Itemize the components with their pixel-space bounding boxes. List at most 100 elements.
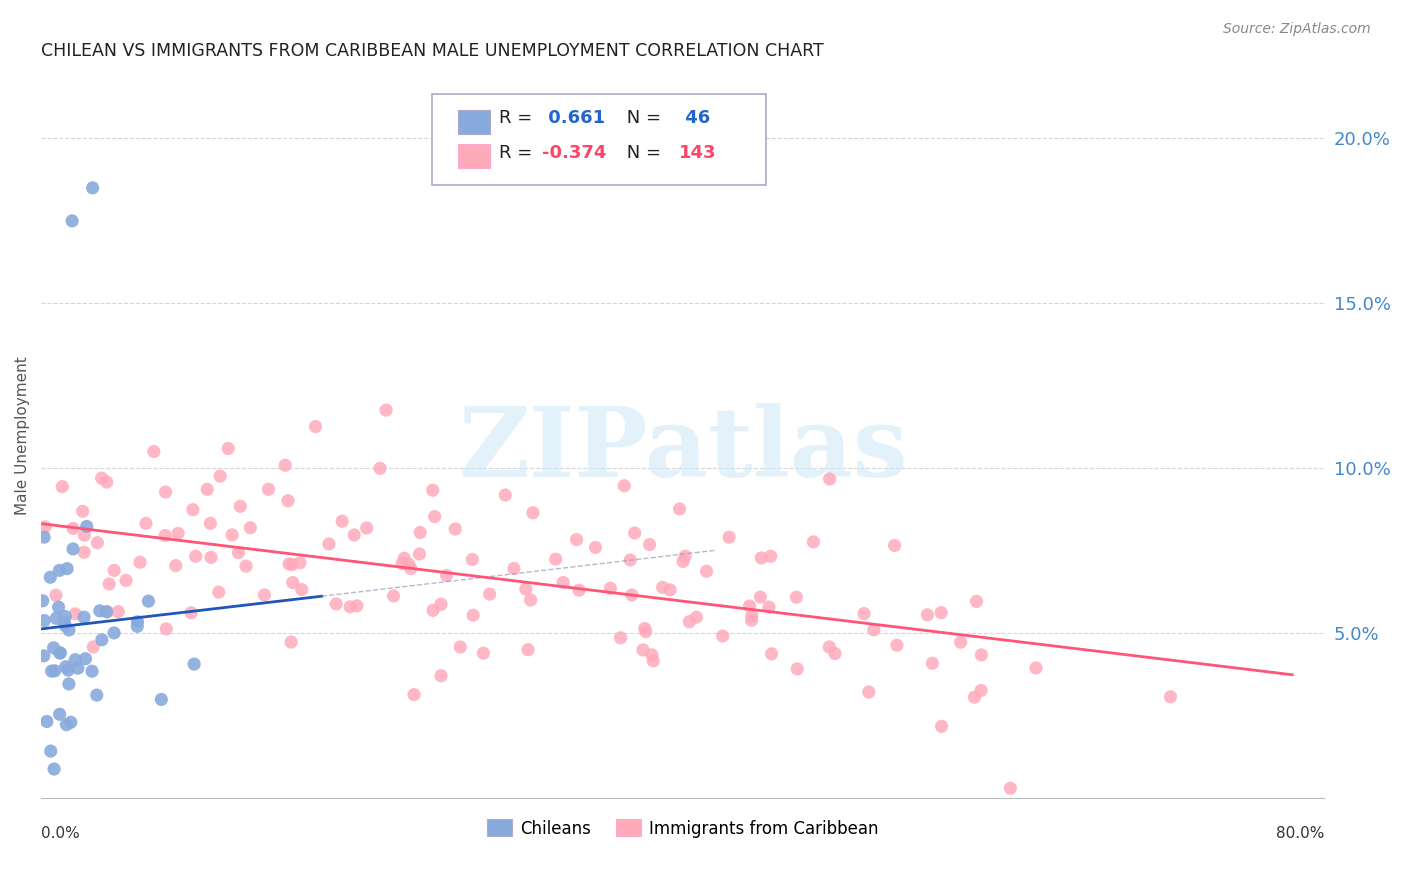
Point — [65, 607, 87, 621]
Point — [718, 530, 741, 544]
Point — [1000, 781, 1022, 796]
Point — [886, 638, 908, 652]
Point — [76, 519, 98, 533]
Point — [142, 444, 165, 458]
Point — [239, 521, 262, 535]
Point — [278, 557, 301, 571]
Point — [863, 623, 886, 637]
Point — [60, 214, 83, 228]
Point — [138, 594, 160, 608]
Point — [32, 530, 55, 544]
Point — [51, 479, 73, 493]
Point — [208, 585, 231, 599]
Point — [883, 538, 905, 552]
Point — [59, 715, 82, 730]
Point — [613, 479, 636, 493]
Text: 80.0%: 80.0% — [1275, 826, 1324, 841]
Text: R =: R = — [499, 144, 538, 161]
Point — [200, 516, 222, 531]
Legend: Chileans, Immigrants from Caribbean: Chileans, Immigrants from Caribbean — [479, 813, 886, 844]
Point — [41, 664, 63, 678]
Point — [741, 613, 763, 627]
Point — [45, 611, 67, 625]
Point — [824, 647, 846, 661]
Point — [931, 719, 953, 733]
Point — [711, 629, 734, 643]
Point — [221, 528, 243, 542]
Point — [82, 181, 104, 195]
Point — [375, 403, 398, 417]
Point — [195, 483, 218, 497]
Text: 143: 143 — [679, 144, 716, 161]
Point — [343, 528, 366, 542]
Point — [346, 599, 368, 613]
Point — [31, 594, 53, 608]
Point — [42, 762, 65, 776]
Point — [135, 516, 157, 531]
Point — [758, 600, 780, 615]
Point — [422, 603, 444, 617]
Point — [325, 597, 347, 611]
Point — [929, 606, 952, 620]
Point — [921, 657, 943, 671]
Point — [494, 488, 516, 502]
Point — [641, 648, 664, 662]
Point — [165, 558, 187, 573]
Point — [502, 561, 524, 575]
Point — [853, 607, 876, 621]
Point — [155, 528, 177, 542]
Point — [34, 520, 56, 534]
Point — [86, 688, 108, 702]
Point — [103, 563, 125, 577]
Point — [461, 552, 484, 566]
Point — [398, 558, 420, 572]
Text: R =: R = — [499, 109, 538, 127]
Point — [1025, 661, 1047, 675]
Point — [42, 640, 65, 655]
Point — [53, 609, 76, 624]
Point — [127, 619, 149, 633]
Point — [98, 577, 121, 591]
Point — [56, 663, 79, 677]
Point — [818, 640, 841, 654]
Point — [304, 419, 326, 434]
Point — [281, 575, 304, 590]
Point — [277, 493, 299, 508]
Point — [39, 570, 62, 584]
Point — [394, 551, 416, 566]
Text: ZIPatlas: ZIPatlas — [458, 403, 907, 497]
Point — [48, 707, 70, 722]
Point — [63, 653, 86, 667]
Point — [228, 545, 250, 559]
Point — [56, 562, 79, 576]
Point — [281, 558, 304, 572]
Point — [553, 575, 575, 590]
Point — [430, 669, 453, 683]
Point — [200, 550, 222, 565]
Point — [257, 483, 280, 497]
Point — [330, 514, 353, 528]
Point — [478, 587, 501, 601]
Point — [75, 651, 97, 665]
Text: 46: 46 — [679, 109, 710, 127]
Point — [634, 622, 657, 636]
Point — [741, 608, 763, 623]
Text: -0.374: -0.374 — [541, 144, 606, 161]
Text: Source: ZipAtlas.com: Source: ZipAtlas.com — [1223, 22, 1371, 37]
Point — [167, 526, 190, 541]
Point — [90, 632, 112, 647]
Point — [49, 646, 72, 660]
Point — [235, 559, 257, 574]
Point — [422, 483, 444, 498]
Point — [62, 521, 84, 535]
Point — [80, 664, 103, 678]
Point — [96, 605, 118, 619]
Point — [619, 553, 641, 567]
Point — [678, 615, 700, 629]
Point — [963, 690, 986, 705]
Point — [409, 525, 432, 540]
Point — [89, 604, 111, 618]
Point — [49, 646, 72, 660]
Point — [318, 537, 340, 551]
Point — [668, 502, 690, 516]
